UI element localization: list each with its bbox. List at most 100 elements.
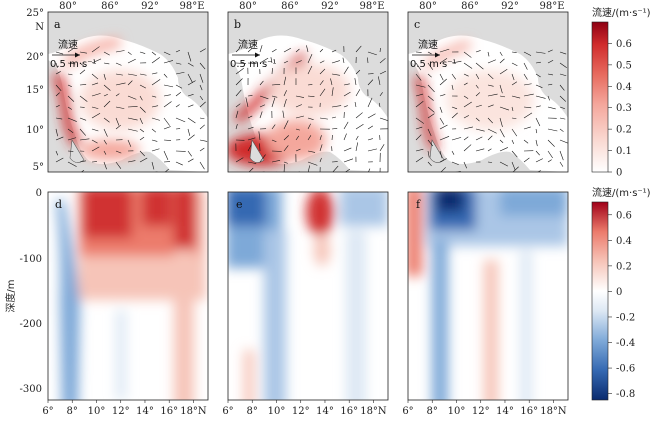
current-vector: [163, 101, 172, 108]
current-vector: [463, 144, 472, 152]
current-vector: [67, 128, 74, 134]
section-panel-d: d: [47, 191, 209, 401]
current-vector: [103, 150, 107, 155]
current-vector: [79, 95, 88, 102]
current-vector: [115, 161, 122, 169]
panel-label-d: d: [55, 198, 62, 211]
map-x-tick-label: 92°: [321, 1, 339, 12]
current-vector: [487, 93, 498, 97]
current-vector: [547, 128, 558, 132]
current-vector: [451, 150, 455, 155]
current-vector: [175, 92, 182, 97]
current-vector: [235, 62, 246, 64]
colorbar-tick-label: -0.2: [616, 312, 635, 323]
current-vector: [415, 93, 424, 97]
current-vector: [343, 66, 349, 75]
current-vector: [307, 84, 313, 86]
current-vector: [55, 128, 58, 137]
current-vector: [91, 82, 99, 86]
current-vector: [439, 158, 447, 163]
current-vector: [439, 106, 443, 113]
current-vector: [439, 73, 444, 81]
current-vector: [499, 58, 505, 64]
current-vector: [271, 124, 276, 130]
current-vector: [200, 173, 204, 175]
current-vector: [523, 139, 529, 144]
current-vector: [415, 156, 424, 163]
current-vector: [511, 62, 518, 67]
current-vector: [103, 128, 108, 137]
current-vector: [535, 158, 543, 163]
section-x-tick-label: 16°: [520, 406, 538, 417]
panel-label-e: e: [236, 198, 243, 211]
current-vector: [248, 167, 254, 172]
current-vector: [439, 48, 450, 53]
current-vector: [139, 136, 145, 141]
current-vector: [319, 144, 323, 152]
current-vector: [463, 126, 474, 130]
section-x-tick-label: 6°: [402, 406, 413, 417]
current-vector: [511, 81, 518, 86]
current-vector: [283, 98, 287, 108]
current-vector: [175, 84, 183, 89]
current-vector: [151, 128, 157, 133]
current-vector: [463, 62, 473, 69]
section-x-tick-label: 18°N: [180, 406, 207, 417]
current-vector: [367, 138, 373, 141]
current-vector: [163, 51, 171, 56]
colorbar-tick-label: 0.3: [616, 103, 632, 114]
section-frame: [47, 191, 209, 401]
current-vector: [355, 112, 363, 119]
current-vector: [91, 106, 99, 109]
current-vector: [271, 160, 281, 163]
current-vector: [451, 73, 456, 80]
current-vector: [127, 51, 132, 55]
section-y-tick-label: 0: [36, 188, 42, 199]
current-vector: [368, 168, 371, 172]
current-vector: [163, 60, 174, 64]
colorbar-label: 流速/(m·s⁻¹): [592, 6, 650, 19]
map-x-tick-label: 86°: [101, 1, 119, 12]
current-vector: [427, 106, 435, 113]
current-vector: [199, 48, 206, 53]
colorbar-gradient: [591, 21, 609, 173]
colorbar-tick-label: 0.4: [616, 82, 632, 93]
panel-label-c: c: [414, 18, 420, 31]
current-vector: [415, 134, 422, 141]
current-vector: [67, 73, 73, 76]
current-vector: [547, 60, 554, 64]
current-vector: [55, 105, 60, 108]
current-vector: [187, 117, 196, 124]
current-vector: [439, 58, 448, 64]
current-vector: [319, 80, 324, 86]
current-vector: [151, 57, 160, 64]
current-vector: [451, 112, 458, 119]
current-vector: [343, 133, 347, 141]
current-vector: [295, 128, 300, 131]
current-vector: [235, 48, 240, 53]
current-vector: [559, 73, 567, 77]
current-vector: [235, 68, 244, 75]
current-vector: [343, 83, 350, 86]
current-vector: [523, 112, 533, 119]
section-frame: [407, 191, 569, 401]
map-x-tick-labels: 80° 86° 92° 98°E 80° 86° 92° 98°E 80° 86…: [59, 1, 564, 12]
current-vector: [427, 95, 434, 101]
current-vector: [559, 84, 565, 91]
current-vector: [151, 79, 161, 86]
current-vector: [187, 80, 196, 86]
current-vector: [427, 84, 435, 93]
map-y-tick-label: 20°: [26, 52, 44, 63]
current-vector: [163, 73, 168, 78]
current-vector: [331, 73, 340, 76]
current-vector: [188, 173, 192, 179]
current-vector: [163, 117, 170, 126]
colorbar-tick-label: 0.2: [616, 125, 632, 136]
current-vector: [487, 135, 493, 141]
current-vector: [475, 136, 483, 141]
current-vector: [439, 94, 446, 97]
current-vector: [535, 117, 541, 127]
current-vector: [295, 148, 301, 152]
current-vector: [475, 50, 481, 53]
current-vector: [151, 51, 157, 56]
